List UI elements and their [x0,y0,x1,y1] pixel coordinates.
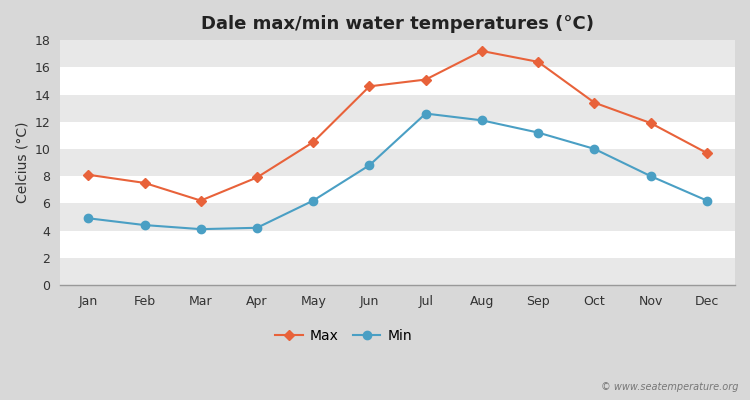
Min [309,198,318,203]
Max [309,140,318,144]
Min [534,130,543,135]
Min [590,146,599,151]
Max [84,172,93,177]
Bar [60,258,735,285]
Min [196,227,206,232]
Min [703,198,712,203]
Max [590,100,599,105]
Text: © www.seatemperature.org: © www.seatemperature.org [602,382,739,392]
Line: Min: Min [84,109,711,233]
Max [365,84,374,89]
Title: Dale max/min water temperatures (°C): Dale max/min water temperatures (°C) [201,15,594,33]
Min [365,163,374,168]
Max [534,60,543,64]
Line: Max: Max [85,48,710,204]
Min [253,225,262,230]
Max [140,180,149,185]
Bar [60,122,735,149]
Max [196,198,206,203]
Min [646,174,656,178]
Min [140,223,149,228]
Y-axis label: Celcius (°C): Celcius (°C) [15,122,29,203]
Max [253,175,262,180]
Min [422,111,430,116]
Bar [60,40,735,67]
Legend: Max, Min: Max, Min [269,324,418,349]
Min [478,118,487,123]
Bar [60,176,735,203]
Min [84,216,93,221]
Bar [60,149,735,176]
Max [422,77,430,82]
Max [703,150,712,155]
Max [478,48,487,53]
Bar [60,94,735,122]
Bar [60,67,735,94]
Max [646,121,656,126]
Bar [60,203,735,230]
Bar [60,230,735,258]
